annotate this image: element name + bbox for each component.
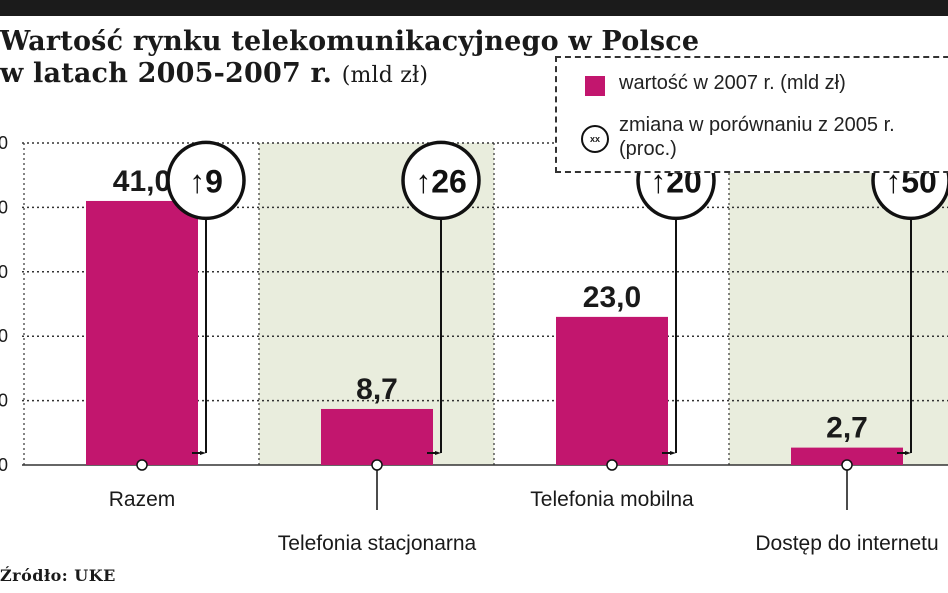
- y-tick-label: 40: [0, 197, 8, 217]
- category-pointer-dot: [606, 459, 618, 471]
- legend-change-label: zmiana w porównaniu z 2005 r.: [619, 114, 895, 136]
- bar-value-label: 23,0: [583, 281, 641, 314]
- source-note: Źródło: UKE: [0, 566, 116, 585]
- change-value-label: ↑9: [189, 163, 223, 199]
- category-pointer-dot: [841, 459, 853, 471]
- chart-title-line1: Wartość rynku telekomunikacyjnego w Pols…: [0, 26, 700, 57]
- bar-value-label: 8,7: [356, 373, 398, 406]
- bar: [86, 200, 198, 465]
- y-tick-label: 50: [0, 133, 8, 153]
- change-circle: [166, 140, 246, 221]
- legend-value-swatch: [585, 76, 605, 96]
- legend-change-symbol: xx: [581, 125, 609, 153]
- change-arrowhead: [670, 451, 676, 455]
- category-pointer-dot: [136, 459, 148, 471]
- chart-title-unit: (mld zł): [341, 63, 429, 88]
- chart-title-years: w latach 2005-2007 r.: [0, 58, 333, 89]
- category-pointer-dot: [371, 459, 383, 471]
- bar: [321, 408, 433, 465]
- change-arrowhead: [435, 451, 441, 455]
- y-tick-label: 30: [0, 262, 8, 282]
- legend-change-unit: (proc.): [619, 138, 677, 160]
- category-label: Telefonia mobilna: [530, 488, 694, 511]
- category-label: Telefonia stacjonarna: [278, 532, 477, 555]
- legend: wartość w 2007 r. (mld zł) xx zmiana w p…: [555, 56, 948, 173]
- category-label: Dostęp do internetu: [755, 532, 938, 555]
- bar-value-label: 2,7: [826, 412, 868, 445]
- bar: [556, 316, 668, 465]
- change-value-label: ↑26: [415, 163, 467, 199]
- change-arrowhead: [200, 451, 206, 455]
- y-tick-label: 0: [0, 455, 8, 475]
- bar-value-label: 41,0: [113, 165, 171, 198]
- legend-value-label: wartość w 2007 r. (mld zł): [619, 72, 846, 94]
- change-arrowhead: [905, 451, 911, 455]
- change-circle: [401, 140, 481, 221]
- y-tick-label: 20: [0, 326, 8, 346]
- y-tick-label: 10: [0, 391, 8, 411]
- top-bar: [0, 0, 948, 16]
- bar: [791, 447, 903, 465]
- chart-title-line2: w latach 2005-2007 r. (mld zł): [0, 58, 428, 89]
- category-label: Razem: [109, 488, 176, 511]
